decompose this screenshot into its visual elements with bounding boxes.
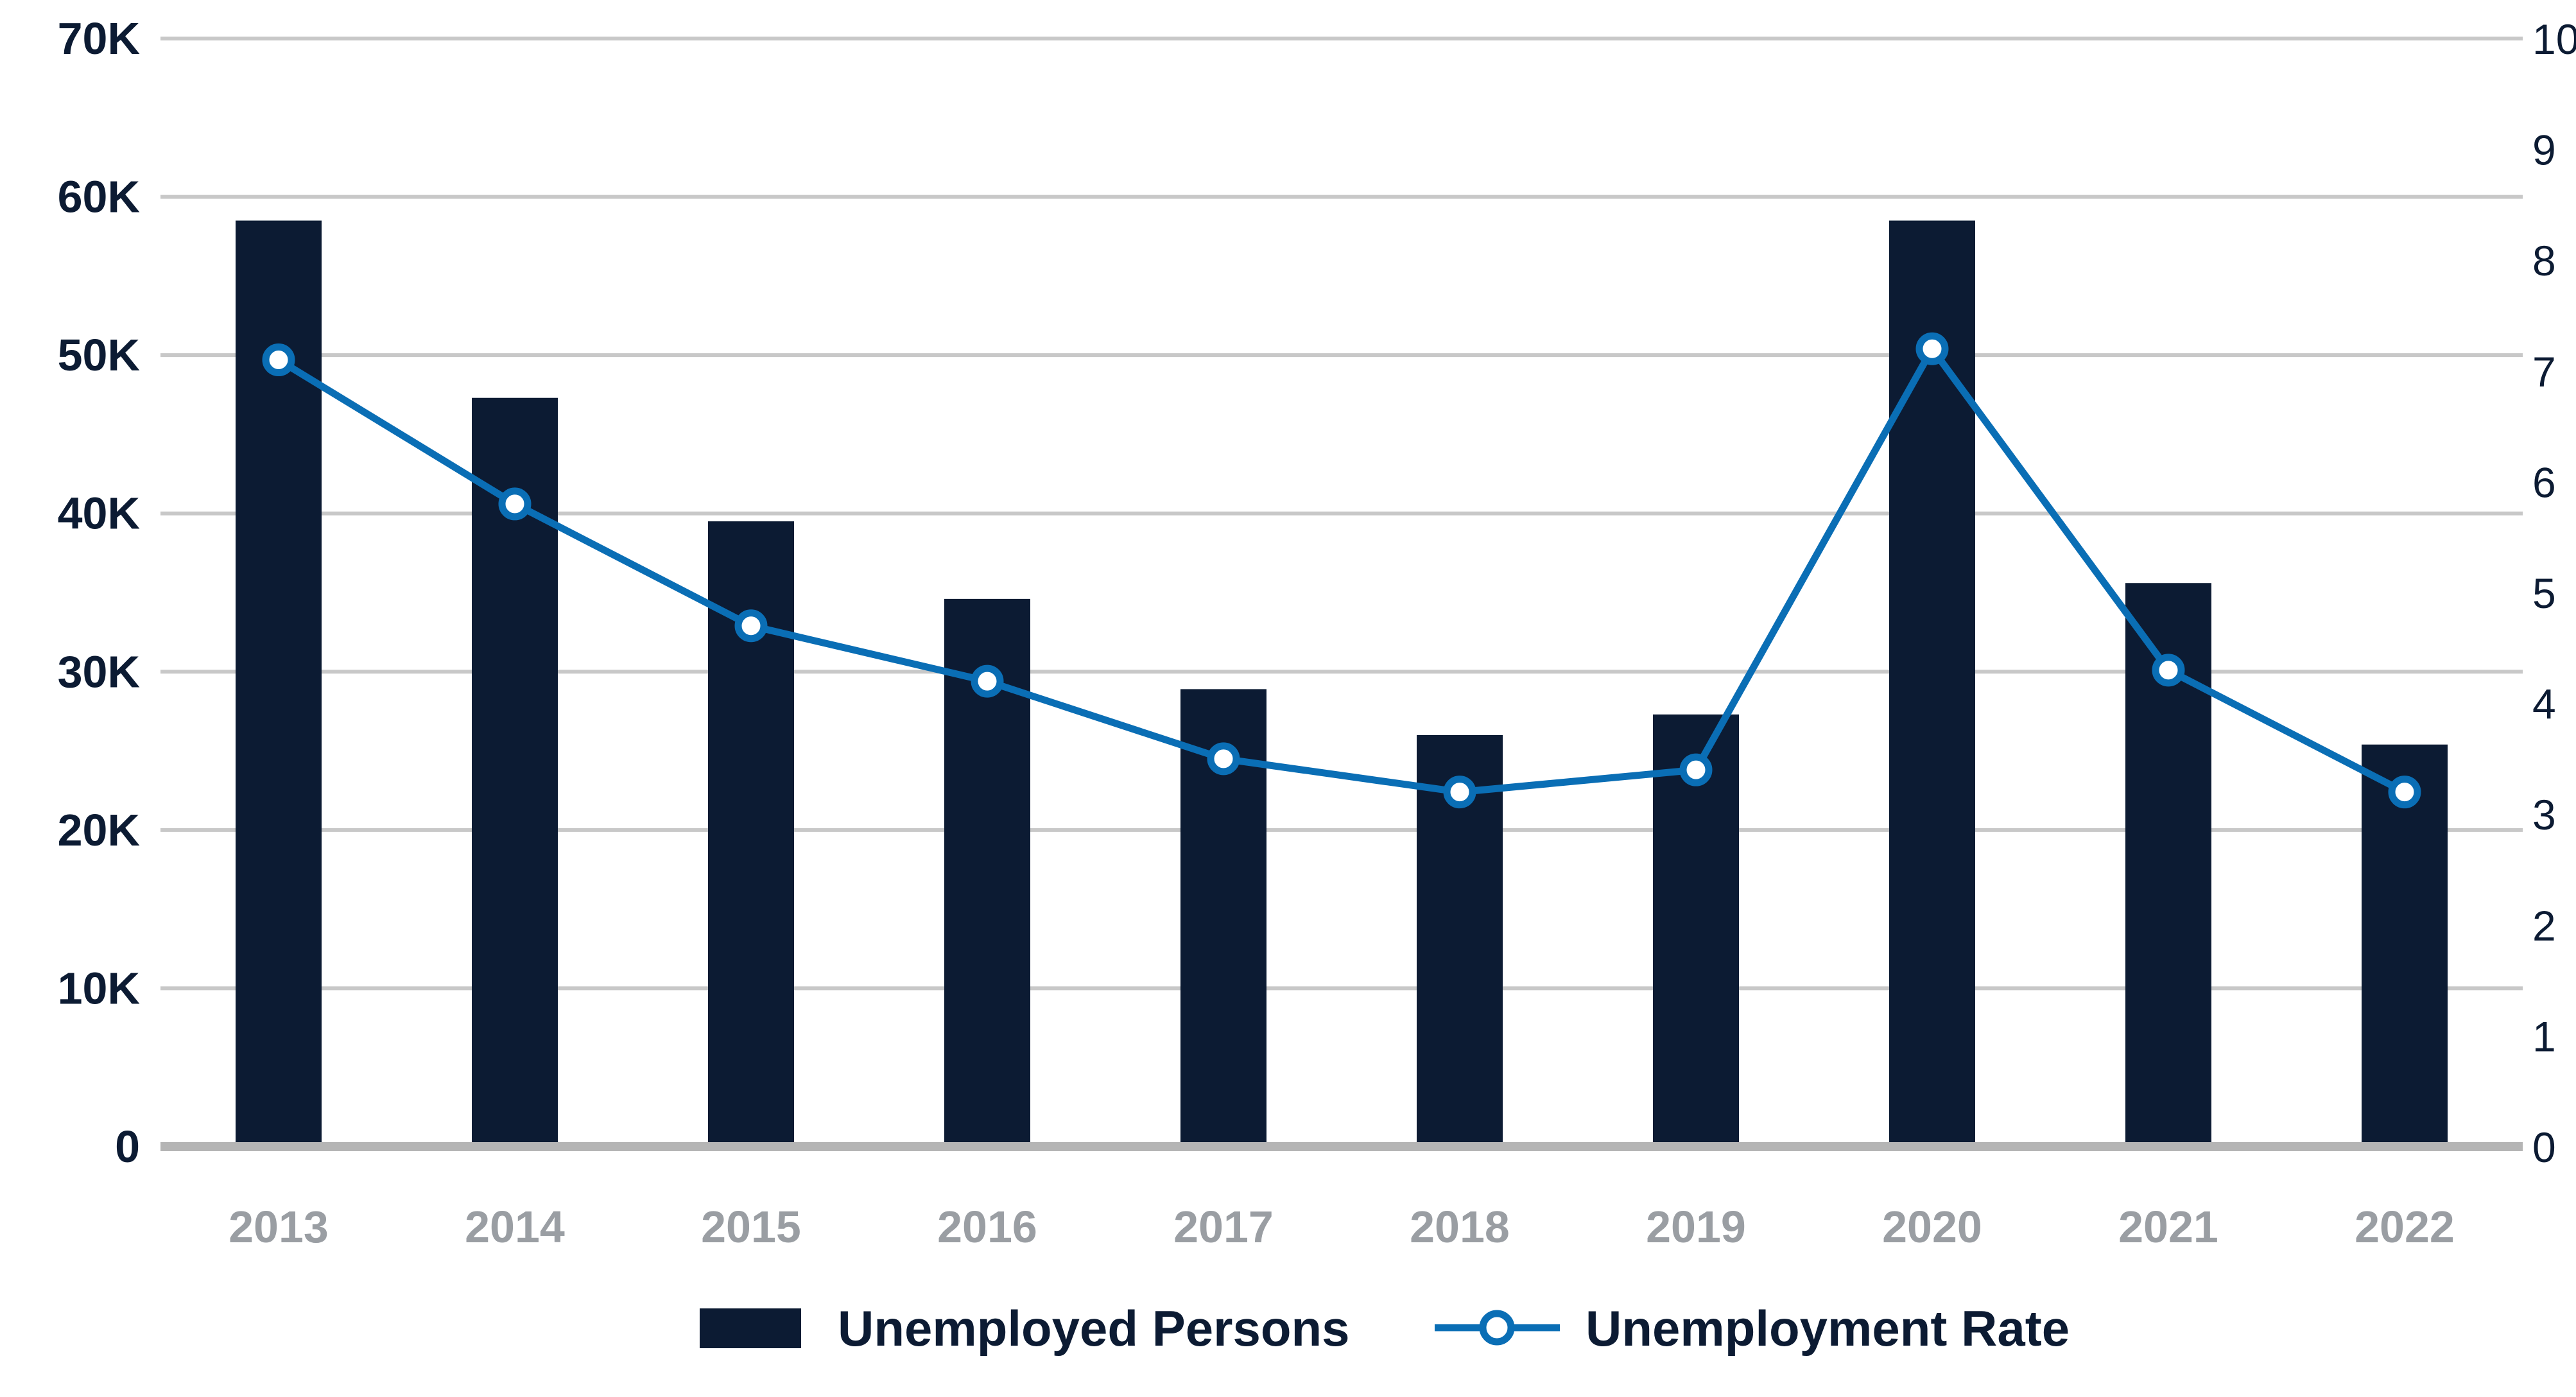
y-left-tick-70k: 70K [58, 13, 140, 64]
y-left-tick-60k: 60K [58, 172, 140, 222]
legend: Unemployed Persons Unemployment Rate [700, 1300, 2070, 1357]
bar-2019 [1653, 714, 1739, 1147]
bar-2020 [1889, 220, 1975, 1147]
x-tick-2014: 2014 [465, 1202, 565, 1252]
rate-point-2015 [734, 609, 768, 643]
y-left-tick-0: 0 [115, 1122, 140, 1172]
x-tick-2016: 2016 [937, 1202, 1037, 1252]
y-right-tick-4: 4 [2532, 681, 2556, 728]
y-left-tick-40k: 40K [58, 489, 140, 539]
y-right-tick-0: 0 [2532, 1124, 2556, 1171]
legend-label-unemployment-rate: Unemployment Rate [1586, 1300, 2070, 1357]
x-tick-2021: 2021 [2118, 1202, 2218, 1252]
y-right-tick-1: 1 [2532, 1012, 2556, 1060]
y-left-tick-30k: 30K [58, 646, 140, 697]
rate-point-2017 [1207, 742, 1240, 776]
x-tick-2017: 2017 [1173, 1202, 1274, 1252]
y-right-tick-7: 7 [2532, 348, 2556, 395]
y-left-tick-10k: 10K [58, 963, 140, 1013]
legend-marker-unemployment-rate [1479, 1310, 1515, 1346]
rate-point-2013 [262, 343, 295, 377]
y-right-tick-6: 6 [2532, 458, 2556, 506]
x-tick-2019: 2019 [1646, 1202, 1746, 1252]
x-tick-2020: 2020 [1882, 1202, 1982, 1252]
legend-label-unemployed-persons: Unemployed Persons [838, 1300, 1350, 1357]
y-left-tick-20k: 20K [58, 805, 140, 855]
bar-2022 [2362, 744, 2448, 1147]
rate-point-2021 [2152, 654, 2185, 687]
y-right-tick-5: 5 [2532, 569, 2556, 617]
y-axis-left-ticks: 0 10K 20K 30K 40K 50K 60K 70K [58, 13, 140, 1172]
unemployment-rate-line [277, 345, 2407, 796]
x-tick-2022: 2022 [2355, 1202, 2455, 1252]
legend-swatch-unemployed-persons [700, 1308, 801, 1348]
rate-point-2018 [1443, 776, 1476, 809]
rate-point-2020 [1915, 332, 1949, 365]
rate-point-2014 [498, 487, 532, 521]
x-tick-2013: 2013 [229, 1202, 329, 1252]
x-tick-2018: 2018 [1410, 1202, 1510, 1252]
bar-series-unemployed-persons [236, 220, 2448, 1147]
y-left-tick-50k: 50K [58, 330, 140, 380]
x-axis-ticks: 2013 2014 2015 2016 2017 2018 2019 2020 2021 2022 [229, 1202, 2455, 1252]
y-axis-right-ticks: 0 1 2 3 4 5 6 7 8 9 10 [2532, 15, 2576, 1171]
y-right-tick-10: 10 [2532, 15, 2576, 63]
x-tick-2015: 2015 [701, 1202, 801, 1252]
y-right-tick-8: 8 [2532, 237, 2556, 284]
line-series-unemployment-rate [262, 332, 2421, 809]
rate-point-2019 [1679, 753, 1713, 786]
y-right-tick-9: 9 [2532, 126, 2556, 174]
y-right-tick-2: 2 [2532, 902, 2556, 950]
rate-point-2022 [2388, 776, 2421, 809]
rate-point-2016 [971, 664, 1004, 698]
y-right-tick-3: 3 [2532, 791, 2556, 838]
